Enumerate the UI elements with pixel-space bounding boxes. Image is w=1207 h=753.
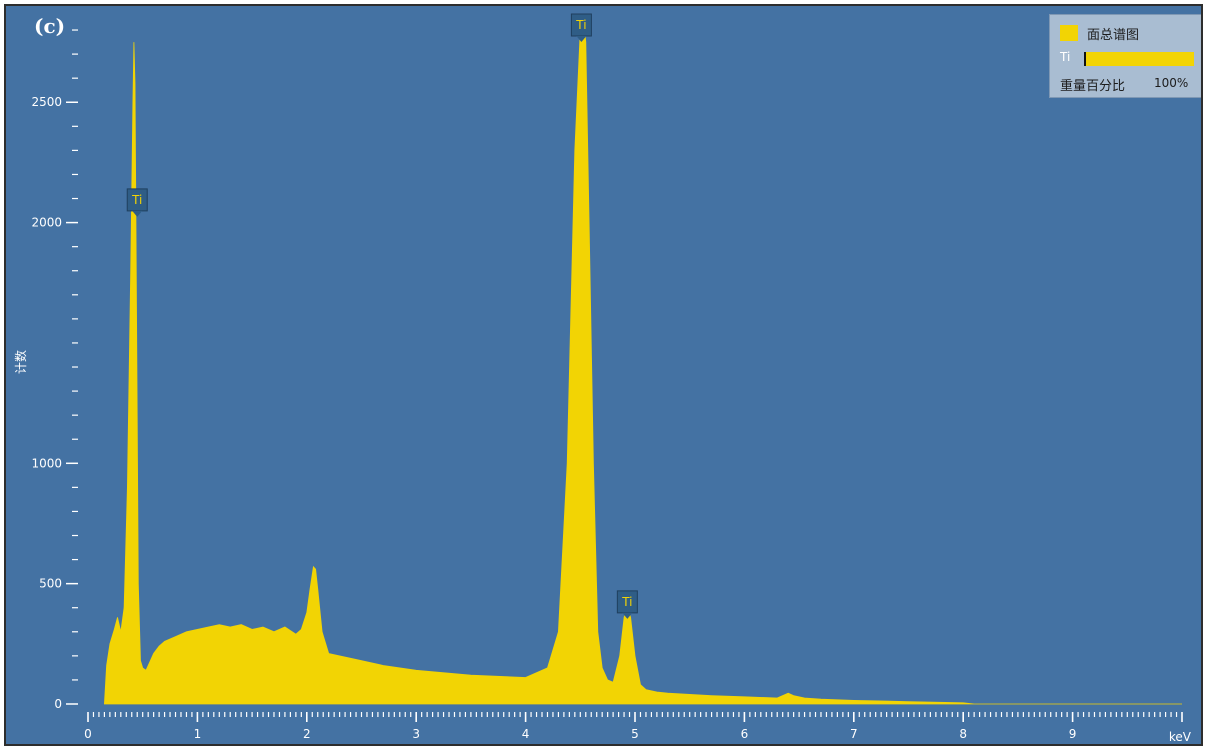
x-tick-label: 6 — [741, 727, 749, 741]
peak-annotation-label: Ti — [575, 18, 586, 32]
peak-annotation-label: Ti — [621, 595, 632, 609]
x-tick-label: 1 — [194, 727, 202, 741]
x-tick-label: 4 — [522, 727, 530, 741]
y-tick-label: 500 — [39, 577, 62, 591]
x-tick-label: 5 — [631, 727, 639, 741]
x-tick-label: 9 — [1069, 727, 1077, 741]
y-tick-label: 0 — [54, 697, 62, 711]
x-tick-label: 8 — [959, 727, 967, 741]
spectrum-chart-frame: 计数 keV 0 500 1000 2000 2500 0 1 2 3 4 5 6 7 8 9 Ti Ti Ti … — [4, 4, 1203, 746]
weight-percent-label: 重量百分比 — [1060, 79, 1126, 94]
peak-annotation-pointer — [576, 36, 587, 42]
panel-label: (c) — [34, 14, 66, 38]
peak-annotation: Ti — [616, 590, 638, 619]
x-axis-ticks — [87, 712, 1183, 722]
x-tick-label: 0 — [84, 727, 92, 741]
y-axis-ticks — [66, 29, 78, 705]
x-tick-label: 3 — [412, 727, 420, 741]
spectrum-chart: 计数 keV 0 500 1000 2000 2500 0 1 2 3 4 5 6 7 8 9 Ti Ti Ti — [13, 13, 1192, 744]
x-axis-label: keV — [1169, 730, 1192, 744]
peak-annotation: Ti — [570, 13, 592, 42]
peak-annotation-pointer — [622, 612, 633, 619]
legend-swatch — [1060, 25, 1078, 41]
legend-series-label: 面总谱图 — [1087, 28, 1140, 43]
peak-annotation: Ti — [126, 188, 148, 217]
peak-annotation-label: Ti — [131, 193, 142, 207]
weight-percent-value: 100% — [1154, 76, 1189, 90]
y-tick-label: 1000 — [31, 456, 62, 470]
weight-percent-bar — [1084, 52, 1194, 66]
y-tick-label: 2000 — [31, 216, 62, 230]
legend-element-label: Ti — [1060, 50, 1071, 64]
x-tick-label: 7 — [850, 727, 858, 741]
spectrum-area — [103, 20, 1182, 705]
y-tick-label: 2500 — [31, 95, 62, 109]
y-axis-label: 计数 — [13, 350, 28, 374]
x-tick-label: 2 — [303, 727, 311, 741]
peak-annotation-pointer — [132, 210, 143, 217]
legend: 面总谱图 Ti 重量百分比 100% — [1049, 14, 1201, 98]
